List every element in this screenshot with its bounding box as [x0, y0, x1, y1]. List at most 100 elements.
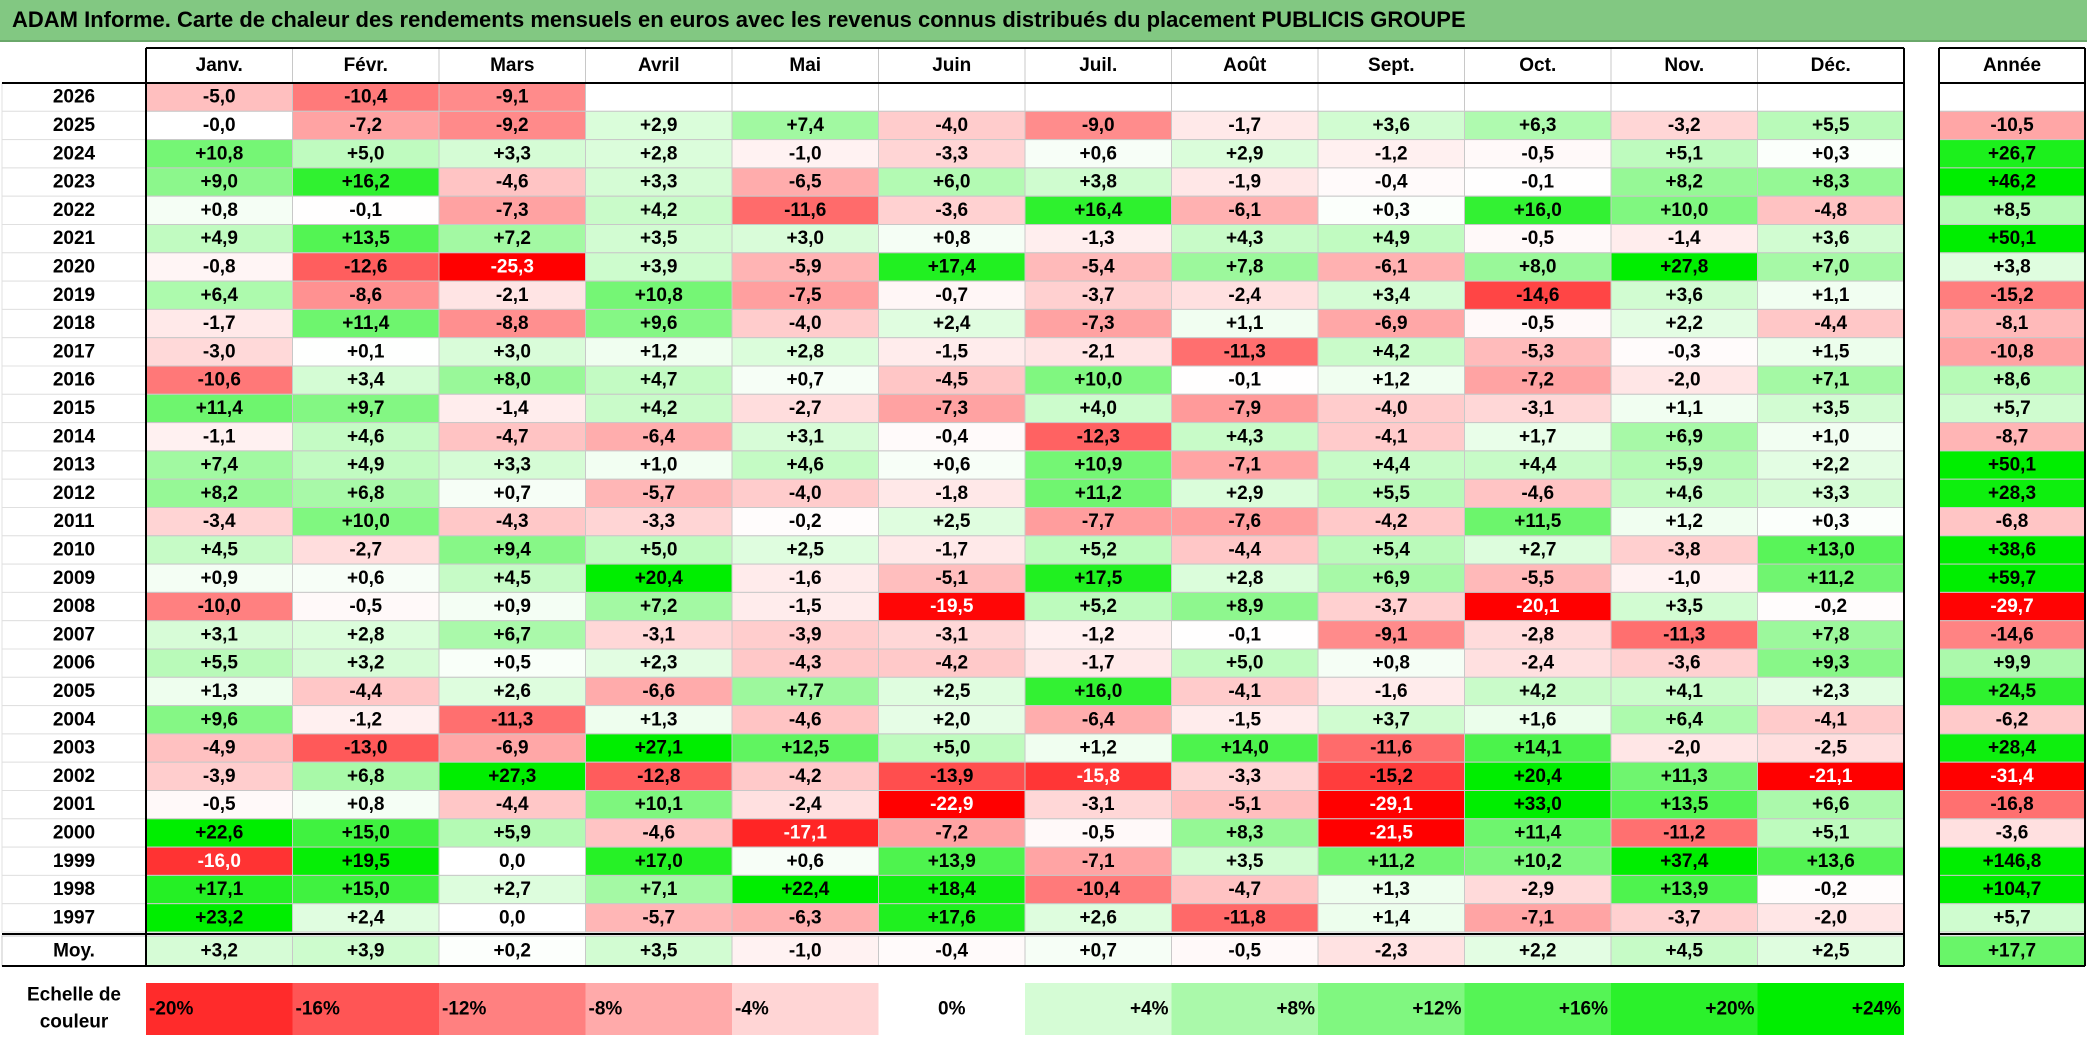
heatmap-cell [1464, 733, 1612, 763]
heatmap-cell [1757, 874, 1905, 905]
heatmap-cell-value: +3,4 [1372, 285, 1410, 306]
heatmap-cell [878, 903, 1026, 933]
heatmap-cell-value: +5,0 [640, 539, 678, 560]
heatmap-cell-value: +4,3 [1226, 228, 1264, 249]
heatmap-cell [1024, 676, 1172, 707]
year-label: 2014 [53, 426, 96, 447]
heatmap-cell-value: -3,4 [203, 511, 236, 532]
heatmap-cell [438, 365, 586, 395]
annual-cell-value: +50,1 [1988, 455, 2037, 476]
heatmap-cell-value: +1,6 [1519, 709, 1557, 730]
heatmap-cell-value: +3,3 [1812, 483, 1850, 504]
annual-cell [1938, 818, 2086, 848]
heatmap-cell-value: +10,1 [635, 794, 684, 815]
heatmap-cell-value: +2,9 [1226, 483, 1264, 504]
heatmap-cell [731, 818, 879, 848]
heatmap-cell [145, 620, 293, 650]
annual-cell-value: -10,8 [1990, 341, 2033, 362]
heatmap-cell-value: +0,6 [347, 568, 385, 589]
heatmap-cell-value: -2,4 [1521, 653, 1554, 674]
heatmap-cell [1171, 393, 1319, 424]
heatmap-cell [878, 818, 1026, 848]
heatmap-cell-value: -10,4 [1077, 879, 1121, 900]
heatmap-cell-value: +10,0 [1660, 200, 1708, 221]
heatmap-cell-value: +15,0 [342, 822, 390, 843]
heatmap-cell-value: -0,2 [1814, 879, 1847, 900]
heatmap-cell-value: -19,5 [930, 596, 974, 617]
heatmap-cell-value: +4,2 [1372, 341, 1410, 362]
year-cell [1, 393, 147, 424]
avg-cell-value: +0,7 [1079, 941, 1117, 962]
heatmap-cell [1610, 563, 1758, 593]
heatmap-cell [585, 393, 733, 424]
heatmap-cell-value: -7,2 [935, 822, 968, 843]
year-label: 2018 [53, 313, 95, 334]
year-cell [1, 365, 147, 395]
heatmap-cell-value: -2,1 [1082, 341, 1115, 362]
heatmap-cell-value: -0,1 [1228, 624, 1261, 645]
avg-cell-value: +3,9 [347, 941, 385, 962]
heatmap-cell [585, 195, 733, 225]
year-cell [1, 224, 147, 254]
year-cell [1, 676, 147, 707]
heatmap-cell [292, 252, 440, 282]
heatmap-cell [145, 450, 293, 480]
heatmap-cell-value: -3,9 [203, 766, 236, 787]
heatmap-cell-value: +5,9 [1665, 455, 1703, 476]
heatmap-cell-value: +1,0 [1812, 426, 1850, 447]
heatmap-cell-value: +10,0 [1074, 370, 1122, 391]
annual-cell [1938, 308, 2086, 339]
month-header-label: Sept. [1368, 55, 1414, 76]
heatmap-cell-value: +5,2 [1079, 596, 1117, 617]
heatmap-cell [145, 422, 293, 452]
year-label: 2019 [53, 285, 95, 306]
heatmap-cell [1317, 167, 1465, 197]
heatmap-cell [145, 563, 293, 593]
heatmap-cell [1464, 337, 1612, 367]
heatmap-cell-value: -15,2 [1370, 766, 1413, 787]
avg-cell-value: -2,3 [1375, 941, 1408, 962]
annual-cell-value: +50,1 [1988, 228, 2037, 249]
heatmap-cell-value: +5,2 [1079, 539, 1117, 560]
scale-swatch [1318, 983, 1465, 1035]
heatmap-cell-value: -2,0 [1814, 907, 1847, 928]
heatmap-cell-value: -13,0 [344, 738, 387, 759]
heatmap-cell-value: -6,9 [496, 738, 529, 759]
heatmap-cell [878, 563, 1026, 593]
heatmap-cell-value: -1,6 [1375, 681, 1408, 702]
annual-cell-value: -6,8 [1996, 511, 2029, 532]
heatmap-cell-value: +4,6 [786, 455, 824, 476]
heatmap-cell-value: +0,7 [786, 370, 824, 391]
heatmap-cell [1317, 818, 1465, 848]
heatmap-cell-value: -4,1 [1814, 709, 1847, 730]
heatmap-cell-value: +6,0 [933, 172, 971, 193]
heatmap-cell-value: +17,0 [635, 851, 683, 872]
heatmap-cell-value: -16,0 [198, 851, 241, 872]
heatmap-cell-value: +4,5 [493, 568, 531, 589]
heatmap-cell [731, 790, 879, 820]
heatmap-cell-value: +0,9 [493, 596, 531, 617]
heatmap-cell [438, 195, 586, 225]
year-label: 2025 [53, 115, 96, 136]
heatmap-cell-value: +0,8 [347, 794, 385, 815]
heatmap-cell [1464, 450, 1612, 480]
heatmap-cell-value: +22,4 [781, 879, 830, 900]
heatmap-cell [1610, 761, 1758, 792]
heatmap-cell-value: -0,4 [1375, 172, 1408, 193]
heatmap-cell-value: -21,1 [1809, 766, 1853, 787]
heatmap-cell [731, 846, 879, 876]
heatmap-cell-value: +9,4 [493, 539, 531, 560]
annual-cell-value: +8,5 [1993, 200, 2031, 221]
annual-cell-value: -29,7 [1990, 596, 2033, 617]
heatmap-cell [1317, 139, 1465, 169]
month-header-cell [1757, 47, 1905, 84]
year-label: 2015 [53, 398, 96, 419]
heatmap-cell-value: +22,6 [195, 822, 243, 843]
heatmap-cell-value: -2,4 [1228, 285, 1261, 306]
heatmap-cell [1464, 874, 1612, 905]
heatmap-cell-value: -1,7 [1082, 653, 1115, 674]
heatmap-cell-value: +13,6 [1807, 851, 1855, 872]
heatmap-cell-value: -2,8 [1521, 624, 1554, 645]
annual-cell [1938, 365, 2086, 395]
heatmap-cell [1464, 648, 1612, 678]
